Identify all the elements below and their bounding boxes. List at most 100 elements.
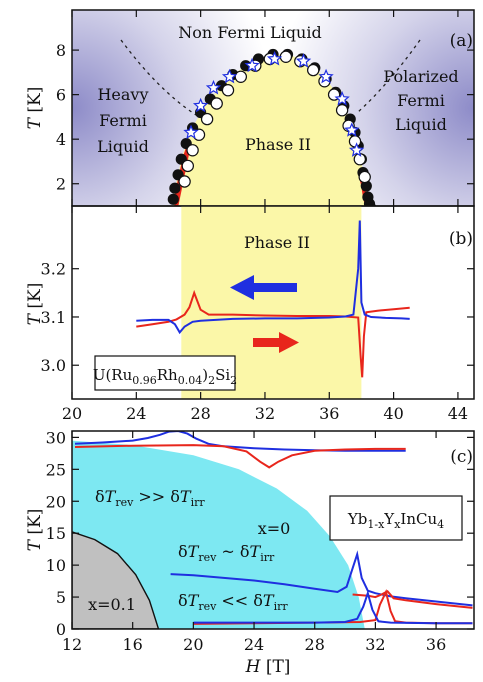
marker-filled-circle [360,180,372,192]
ytick-label: 3.1 [41,308,66,327]
xtick-label: 36 [319,404,339,423]
marker-open-circle [178,175,191,188]
xtick-label: 32 [365,635,385,654]
region-phase-ii: Phase II [245,135,311,154]
region-heavy-line1: Heavy [97,85,148,104]
marker-open-circle [181,159,194,173]
panel-a-ylabel-sym: T [25,116,45,129]
xtick-label: 20 [183,635,203,654]
crossover-line-right [357,39,421,113]
marker-open-circle [221,83,235,97]
xtick-label: 44 [448,404,468,423]
marker-open-circle [234,70,247,84]
marker-open-star [205,79,222,95]
xtick-label: 28 [190,404,210,423]
marker-filled-circle [167,193,179,205]
ytick-label: 30 [46,428,66,447]
marker-open-star [221,68,238,84]
panel-a-ticks: 2 4 6 8 [56,10,474,206]
label-x01: x=0.1 [88,595,136,614]
xtick-label: 16 [122,635,142,654]
ytick-label: 3.2 [41,260,66,279]
panel-c-trace-2 [74,444,406,469]
marker-open-circle [335,103,349,117]
xtick-label: 24 [244,635,264,654]
region-polarized-line1: Polarized [383,67,458,86]
ytick-label: 8 [56,41,66,60]
panel-a-markers [167,48,377,206]
region-x0 [72,440,365,629]
panel-c-ylabel: T [K] [25,509,45,552]
panel-c-trace-3 [170,550,473,607]
ytick-label: 15 [46,524,66,543]
panel-c-xlabel: H [T] [245,657,291,677]
marker-filled-circle [365,202,377,206]
panel-b-ticks: 3.0 3.1 3.2 20 24 28 32 36 40 44 [41,206,474,423]
arrow-sweep-down [230,275,297,300]
panel-b-blue-trace [136,220,410,335]
xtick-label: 40 [383,404,403,423]
panel-c-frame [71,430,475,630]
marker-open-star [295,53,312,68]
panel-a-label: (a) [450,31,473,51]
panel-b: 3.0 3.1 3.2 20 24 28 32 36 40 44 (b) Phase II U(R… [25,205,475,423]
panel-a: 2 4 6 8 (a) Non Fermi Liquid Heavy Fermi Li… [25,9,475,207]
svg-text:T [K]: T [K] [25,283,45,326]
marker-open-circle [307,63,320,77]
panel-c-xlabel-sym: H [245,657,262,677]
marker-open-star [344,122,360,137]
panel-b-red-trace [136,289,410,378]
panel-b-frame [71,205,475,400]
panel-b-ylabel-unit: [K] [25,283,45,309]
xtick-label: 24 [126,404,146,423]
panel-c-ylabel-unit: [K] [25,509,45,535]
compound-box-b [94,355,236,391]
region-heavy-line3: Liquid [97,137,149,156]
region-polarized-line2: Fermi [397,91,445,110]
ytick-label: 0 [56,620,66,639]
svg-text:T [K]: T [K] [25,87,45,130]
panel-b-ylabel: T [K] [25,283,45,326]
marker-open-star [266,50,283,66]
marker-open-circle [279,50,293,64]
panel-c-trace-6 [193,589,473,625]
ytick-label: 4 [56,130,66,149]
compound-box-c [329,495,463,541]
marker-open-circle [210,97,223,110]
ytick-label: 3.0 [41,356,66,375]
xtick-label: 32 [255,404,275,423]
marker-open-star [334,91,350,106]
region-non-fermi-liquid: Non Fermi Liquid [178,23,321,42]
ytick-label: 5 [56,588,66,607]
marker-filled-circle [169,182,181,194]
marker-open-circle [200,112,214,126]
marker-open-star [183,124,199,140]
panel-b-label: (b) [449,229,473,249]
crossover-line-left [120,39,197,116]
xtick-label: 28 [305,635,325,654]
marker-open-circle [358,170,371,184]
compound-label-b: U(Ru0.96Rh0.04)2Si2 [93,366,237,387]
ytick-label: 2 [56,175,66,194]
annotation-rev-gg-irr: δTrev >> δTirr [95,487,205,509]
panel-b-ylabel-sym: T [25,312,45,325]
marker-open-circle [348,135,362,148]
panel-c-xlabel-unit: [T] [266,657,291,677]
svg-text:H [T]: H [T] [245,657,291,677]
annotation-rev-ll-irr: δTrev << δTirr [178,591,288,613]
panel-c-label: (c) [450,447,473,467]
panel-c-ticks: 0 5 10 15 20 25 30 12 16 20 24 28 32 36 [46,428,474,654]
panel-a-ylabel-unit: [K] [25,87,45,113]
ytick-label: 10 [46,556,66,575]
marker-open-star [348,142,365,157]
svg-text:T [K]: T [K] [25,509,45,552]
marker-open-star [318,68,334,84]
panel-b-phase-label: Phase II [244,233,310,252]
label-x0: x=0 [258,519,291,538]
xtick-label: 20 [62,404,82,423]
arrow-sweep-up [253,332,299,353]
marker-open-star [192,97,209,113]
marker-open-star [244,57,260,73]
